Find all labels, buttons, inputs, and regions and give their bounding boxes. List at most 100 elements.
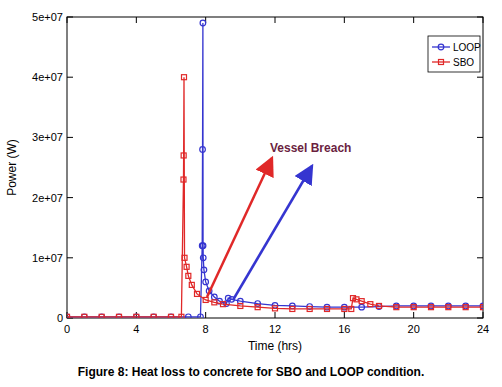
series-marker (82, 314, 87, 318)
series-marker (446, 305, 451, 310)
series-marker (212, 294, 218, 300)
series-marker (134, 314, 139, 318)
series-marker (151, 314, 156, 318)
x-tick (344, 312, 345, 318)
series-marker (67, 314, 70, 318)
series-marker (182, 75, 187, 80)
series-marker (446, 303, 452, 309)
series-marker (359, 304, 365, 310)
series-marker (368, 302, 373, 307)
series-marker (349, 306, 354, 311)
series-marker (200, 20, 206, 26)
legend-label: LOOP (453, 42, 481, 53)
y-tick-label: 1e+07 (32, 252, 63, 264)
y-tick (477, 77, 483, 78)
series-marker (181, 177, 186, 182)
legend-marker (439, 60, 444, 65)
series-marker (342, 306, 347, 311)
x-tick (413, 17, 414, 23)
x-tick (67, 17, 68, 23)
series-marker (182, 255, 187, 260)
annotation-arrow (207, 158, 272, 297)
series-marker (411, 303, 417, 309)
y-tick-label: 4e+07 (32, 71, 63, 83)
x-tick (205, 312, 206, 318)
x-tick (413, 312, 414, 318)
y-tick (477, 257, 483, 258)
x-tick-label: 20 (408, 323, 420, 335)
series-marker (290, 306, 295, 311)
series-line (67, 77, 483, 317)
series-marker (189, 282, 194, 287)
annotation-arrow (233, 166, 312, 300)
caption: Figure 8: Heat loss to concrete for SBO … (78, 365, 425, 379)
legend-line (432, 61, 450, 62)
x-tick (275, 17, 276, 23)
series-marker (186, 273, 191, 278)
legend-label: SBO (453, 57, 474, 68)
chart: 01e+072e+073e+074e+075e+0704812162024Tim… (0, 0, 502, 387)
series-marker (99, 314, 104, 318)
series-marker (169, 314, 174, 318)
y-tick-label: 2e+07 (32, 192, 63, 204)
plot-area (67, 20, 483, 318)
series-marker (225, 295, 231, 301)
y-axis-label: Power (W) (5, 139, 19, 196)
annotation: Vessel Breach (270, 141, 351, 155)
x-axis-label: Time (hrs) (248, 339, 302, 353)
y-tick (67, 17, 73, 18)
y-tick-label: 0 (57, 312, 63, 324)
x-tick-label: 16 (338, 323, 350, 335)
legend: LOOP SBO (428, 36, 481, 72)
series-marker (184, 264, 189, 269)
series-marker (179, 314, 184, 318)
y-tick (477, 197, 483, 198)
plot-frame (67, 17, 483, 318)
series-marker (200, 243, 206, 249)
legend-line (432, 46, 450, 47)
y-tick (477, 17, 483, 18)
series-marker (325, 306, 330, 311)
series-marker (394, 305, 399, 310)
series-marker (394, 303, 400, 309)
y-tick (67, 257, 73, 258)
y-tick-label: 3e+07 (32, 131, 63, 143)
series-marker (359, 299, 364, 304)
y-tick (477, 318, 483, 319)
y-tick (67, 77, 73, 78)
y-tick-label: 5e+07 (32, 11, 63, 23)
y-tick (67, 197, 73, 198)
series-marker (198, 314, 204, 318)
series-marker (221, 302, 226, 307)
series-marker (212, 300, 217, 305)
x-tick-label: 12 (269, 323, 281, 335)
series-marker (200, 147, 206, 153)
series-marker (429, 305, 434, 310)
series-marker (273, 306, 278, 311)
series-marker (255, 305, 260, 310)
series-marker (480, 303, 483, 309)
series-marker (117, 314, 122, 318)
series-marker (463, 303, 469, 309)
x-tick-label: 4 (133, 323, 139, 335)
x-tick-label: 0 (64, 323, 70, 335)
x-tick (483, 17, 484, 23)
series-marker (238, 303, 243, 308)
legend-marker (438, 44, 444, 50)
series-marker (411, 305, 416, 310)
x-tick (136, 17, 137, 23)
x-tick (483, 312, 484, 318)
y-tick (477, 137, 483, 138)
series-marker (203, 279, 209, 285)
series-marker (481, 305, 484, 310)
series-marker (186, 314, 192, 318)
series-marker (354, 297, 359, 302)
series-marker (201, 267, 207, 273)
x-tick (275, 312, 276, 318)
series-marker (199, 243, 205, 249)
series-line (67, 23, 483, 317)
x-tick (344, 17, 345, 23)
series-marker (307, 306, 312, 311)
x-tick-label: 8 (203, 323, 209, 335)
series-marker (200, 255, 206, 261)
